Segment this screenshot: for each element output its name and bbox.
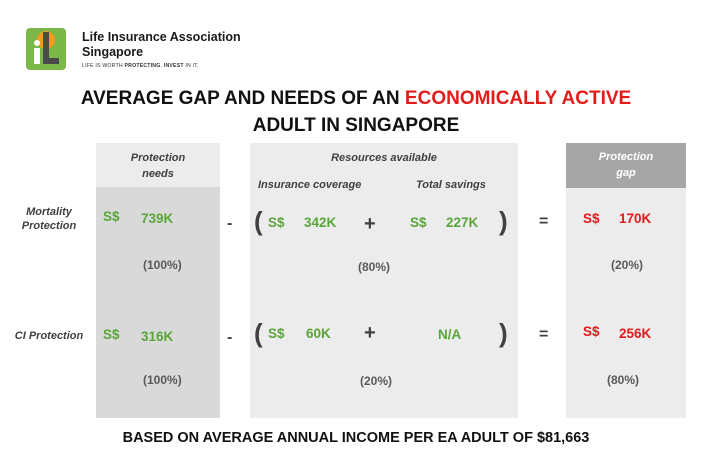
org-name: Life Insurance Association Singapore (82, 30, 241, 60)
protection-gap-column (566, 188, 686, 418)
ci-open-paren: ( (254, 318, 263, 348)
mortality-savings-value: 227K (446, 215, 479, 230)
lia-logo-icon (26, 26, 74, 72)
org-name-line2: Singapore (82, 45, 144, 59)
resources-heading: Resources available (331, 152, 437, 164)
ci-gap-value: 256K (619, 326, 652, 341)
org-tagline: LIFE IS WORTH PROTECTING. INVEST IN IT. (82, 63, 199, 69)
mortality-savings-currency: S$ (410, 215, 427, 230)
page-title-line1: AVERAGE GAP AND NEEDS OF AN ECONOMICALLY… (80, 88, 632, 109)
ci-insurance-currency: S$ (268, 326, 285, 341)
protection-needs-header (96, 143, 220, 187)
title-highlight: ECONOMICALLY ACTIVE (404, 88, 632, 109)
resources-available-column (250, 143, 518, 418)
mortality-open-paren: ( (254, 206, 263, 236)
protection-gap-heading: Protection gap (598, 151, 654, 179)
row-label-mortality: Mortality Protection (21, 206, 77, 232)
ci-insurance-value: 60K (306, 326, 331, 341)
mortality-insurance-currency: S$ (268, 215, 285, 230)
ci-needs-currency: S$ (103, 327, 120, 342)
ci-needs-value: 316K (141, 329, 174, 344)
mortality-plus: + (364, 213, 376, 235)
protection-needs-heading: Protection needs (130, 152, 186, 180)
ci-needs-pct: (100%) (143, 373, 182, 387)
insurance-coverage-heading: Insurance coverage (258, 179, 362, 191)
mortality-needs-value: 739K (141, 211, 174, 226)
mortality-minus: - (227, 215, 233, 232)
mortality-needs-pct: (100%) (143, 258, 182, 272)
mortality-resources-pct: (80%) (358, 260, 391, 274)
ci-minus: - (227, 329, 233, 346)
protection-needs-column (96, 187, 220, 418)
mortality-needs-currency: S$ (103, 209, 120, 224)
mortality-gap-pct: (20%) (611, 258, 644, 272)
footer-note: BASED ON AVERAGE ANNUAL INCOME PER EA AD… (122, 430, 590, 446)
row-label-ci: CI Protection (14, 330, 84, 342)
mortality-equals: = (539, 213, 549, 230)
mortality-gap-currency: S$ (583, 211, 600, 226)
ci-close-paren: ) (499, 318, 508, 348)
mortality-insurance-value: 342K (304, 215, 337, 230)
ci-resources-pct: (20%) (360, 374, 393, 388)
page-title-line2: ADULT IN SINGAPORE (252, 115, 460, 136)
org-name-line1: Life Insurance Association (82, 30, 241, 44)
protection-gap-header (566, 143, 686, 188)
ci-gap-pct: (80%) (607, 373, 640, 387)
ci-plus: + (364, 322, 376, 344)
total-savings-heading: Total savings (416, 179, 486, 191)
ci-equals: = (539, 326, 549, 343)
mortality-gap-value: 170K (619, 211, 652, 226)
ci-savings-value: N/A (438, 327, 462, 342)
mortality-close-paren: ) (499, 206, 508, 236)
ci-gap-currency: S$ (583, 324, 600, 339)
